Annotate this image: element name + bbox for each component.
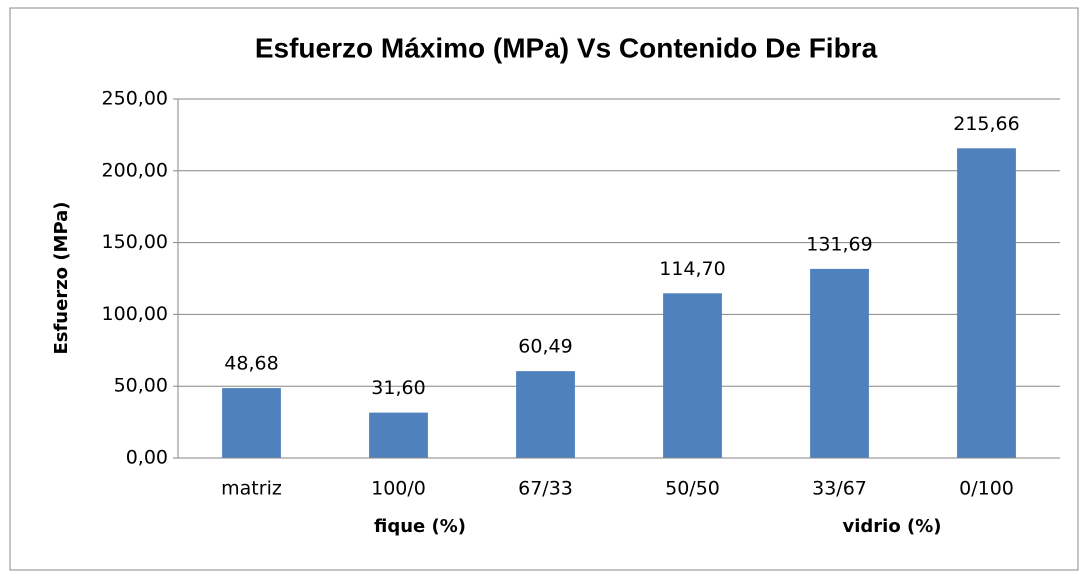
x-tick-label: 0/100 bbox=[959, 478, 1014, 500]
x-tick-label: 50/50 bbox=[665, 478, 720, 500]
y-tick-label: 0,00 bbox=[126, 447, 168, 469]
y-tick-label: 250,00 bbox=[102, 88, 168, 110]
chart-frame bbox=[9, 7, 1079, 571]
value-label: 131,69 bbox=[806, 233, 872, 255]
y-tick-label: 200,00 bbox=[102, 159, 168, 181]
bar bbox=[663, 293, 722, 458]
x-axis-label: fique (%) bbox=[374, 516, 466, 537]
bar bbox=[369, 412, 428, 458]
x-tick-label: matriz bbox=[221, 478, 282, 500]
y-tick-label: 150,00 bbox=[102, 231, 168, 253]
bar bbox=[810, 268, 869, 458]
x-axis-label: vidrio (%) bbox=[843, 516, 942, 537]
x-tick-label: 100/0 bbox=[371, 478, 426, 500]
y-tick-label: 100,00 bbox=[102, 303, 168, 325]
x-tick-label: 33/67 bbox=[812, 478, 867, 500]
y-axis-label: Esfuerzo (MPa) bbox=[51, 201, 72, 354]
value-label: 114,70 bbox=[659, 258, 725, 280]
bar bbox=[957, 148, 1016, 458]
bar bbox=[222, 388, 281, 458]
y-tick-label: 50,00 bbox=[114, 375, 168, 397]
value-label: 31,60 bbox=[371, 377, 425, 399]
value-label: 48,68 bbox=[224, 353, 278, 375]
value-label: 215,66 bbox=[953, 113, 1019, 135]
bar bbox=[516, 371, 575, 458]
value-label: 60,49 bbox=[518, 336, 572, 358]
chart-title: Esfuerzo Máximo (MPa) Vs Contenido De Fi… bbox=[255, 32, 878, 63]
x-tick-label: 67/33 bbox=[518, 478, 573, 500]
